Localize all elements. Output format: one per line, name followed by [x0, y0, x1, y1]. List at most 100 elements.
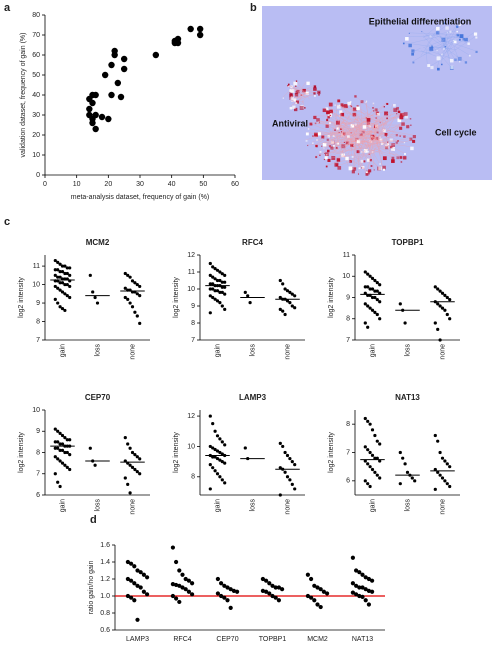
- network-node: [325, 124, 329, 128]
- network-edge: [424, 30, 457, 37]
- point: [65, 450, 69, 455]
- x-tick-label: none: [129, 344, 136, 360]
- network-edge: [426, 31, 437, 46]
- point: [354, 592, 359, 597]
- point: [373, 433, 377, 438]
- network-edge: [307, 127, 374, 144]
- point: [354, 583, 359, 588]
- y-axis-label: log2 intensity: [173, 432, 180, 473]
- network-node: [325, 165, 328, 168]
- point: [278, 493, 282, 497]
- point: [264, 589, 269, 594]
- y-tick-label: 0: [36, 172, 40, 179]
- network-node: [338, 131, 340, 133]
- point: [208, 487, 212, 491]
- point: [368, 306, 372, 310]
- point: [270, 593, 275, 599]
- network-node: [314, 95, 316, 97]
- network-node: [366, 100, 368, 102]
- point: [228, 605, 233, 611]
- network-node: [412, 61, 415, 64]
- point: [53, 427, 57, 431]
- point: [403, 321, 407, 325]
- network-node: [323, 158, 326, 161]
- network-edge: [453, 46, 458, 57]
- point: [65, 438, 69, 442]
- point: [138, 284, 142, 289]
- point: [56, 301, 60, 305]
- point: [278, 307, 282, 311]
- point: [108, 61, 115, 69]
- network-node: [315, 144, 318, 148]
- point: [273, 585, 278, 590]
- network-node: [399, 113, 403, 116]
- point: [58, 459, 62, 463]
- point: [445, 482, 449, 486]
- network-node: [475, 36, 478, 39]
- network-node: [437, 67, 440, 71]
- network-node: [324, 156, 328, 160]
- network-node: [340, 103, 344, 107]
- point: [370, 308, 375, 312]
- network-node: [287, 85, 289, 87]
- chart-title: RFC4: [242, 238, 263, 247]
- network-node: [475, 50, 478, 54]
- point: [220, 452, 224, 456]
- y-axis-label: log2 intensity: [328, 277, 335, 318]
- network-edge: [372, 139, 413, 151]
- network-node: [458, 38, 461, 41]
- point: [183, 587, 188, 592]
- point: [363, 285, 367, 289]
- point: [128, 446, 132, 450]
- point: [375, 456, 379, 460]
- network-node: [441, 22, 444, 25]
- network-node: [335, 120, 340, 125]
- network-edge: [436, 40, 451, 51]
- network-node: [382, 168, 385, 171]
- network-node: [289, 92, 293, 96]
- point: [138, 472, 142, 476]
- point: [283, 312, 287, 317]
- network-edge: [290, 87, 300, 90]
- network-node: [365, 171, 368, 174]
- point: [211, 422, 215, 426]
- point: [438, 450, 442, 455]
- network-edge: [340, 103, 373, 136]
- point: [231, 588, 236, 594]
- point: [68, 284, 72, 289]
- network-node: [316, 118, 320, 122]
- x-tick-label: gain: [214, 344, 221, 357]
- x-tick-label: 50: [199, 181, 207, 188]
- point: [438, 304, 442, 308]
- x-tick-label: loss: [249, 344, 256, 357]
- network-edge: [349, 117, 376, 121]
- network-edge: [411, 47, 421, 53]
- network-edge: [345, 135, 365, 157]
- chart-title: MCM2: [86, 238, 110, 247]
- point: [65, 294, 69, 298]
- network-edge: [287, 83, 306, 98]
- network-node: [328, 145, 332, 148]
- point: [293, 487, 297, 491]
- point: [228, 587, 233, 592]
- network-edge: [332, 111, 385, 129]
- network-node: [386, 102, 388, 105]
- point: [288, 478, 292, 482]
- network-edge: [316, 138, 348, 155]
- point: [208, 261, 212, 266]
- y-tick-label: 70: [32, 32, 40, 39]
- point: [375, 298, 379, 302]
- network-edge: [338, 131, 366, 141]
- network-node: [329, 114, 331, 117]
- point: [53, 297, 57, 301]
- point: [60, 270, 65, 274]
- point: [133, 281, 137, 285]
- network-node: [406, 125, 410, 129]
- y-tick-label: 40: [32, 92, 40, 99]
- network-node: [336, 158, 341, 162]
- point: [443, 459, 447, 463]
- point: [373, 278, 377, 283]
- point: [129, 561, 134, 566]
- point: [445, 462, 449, 466]
- point: [222, 583, 227, 588]
